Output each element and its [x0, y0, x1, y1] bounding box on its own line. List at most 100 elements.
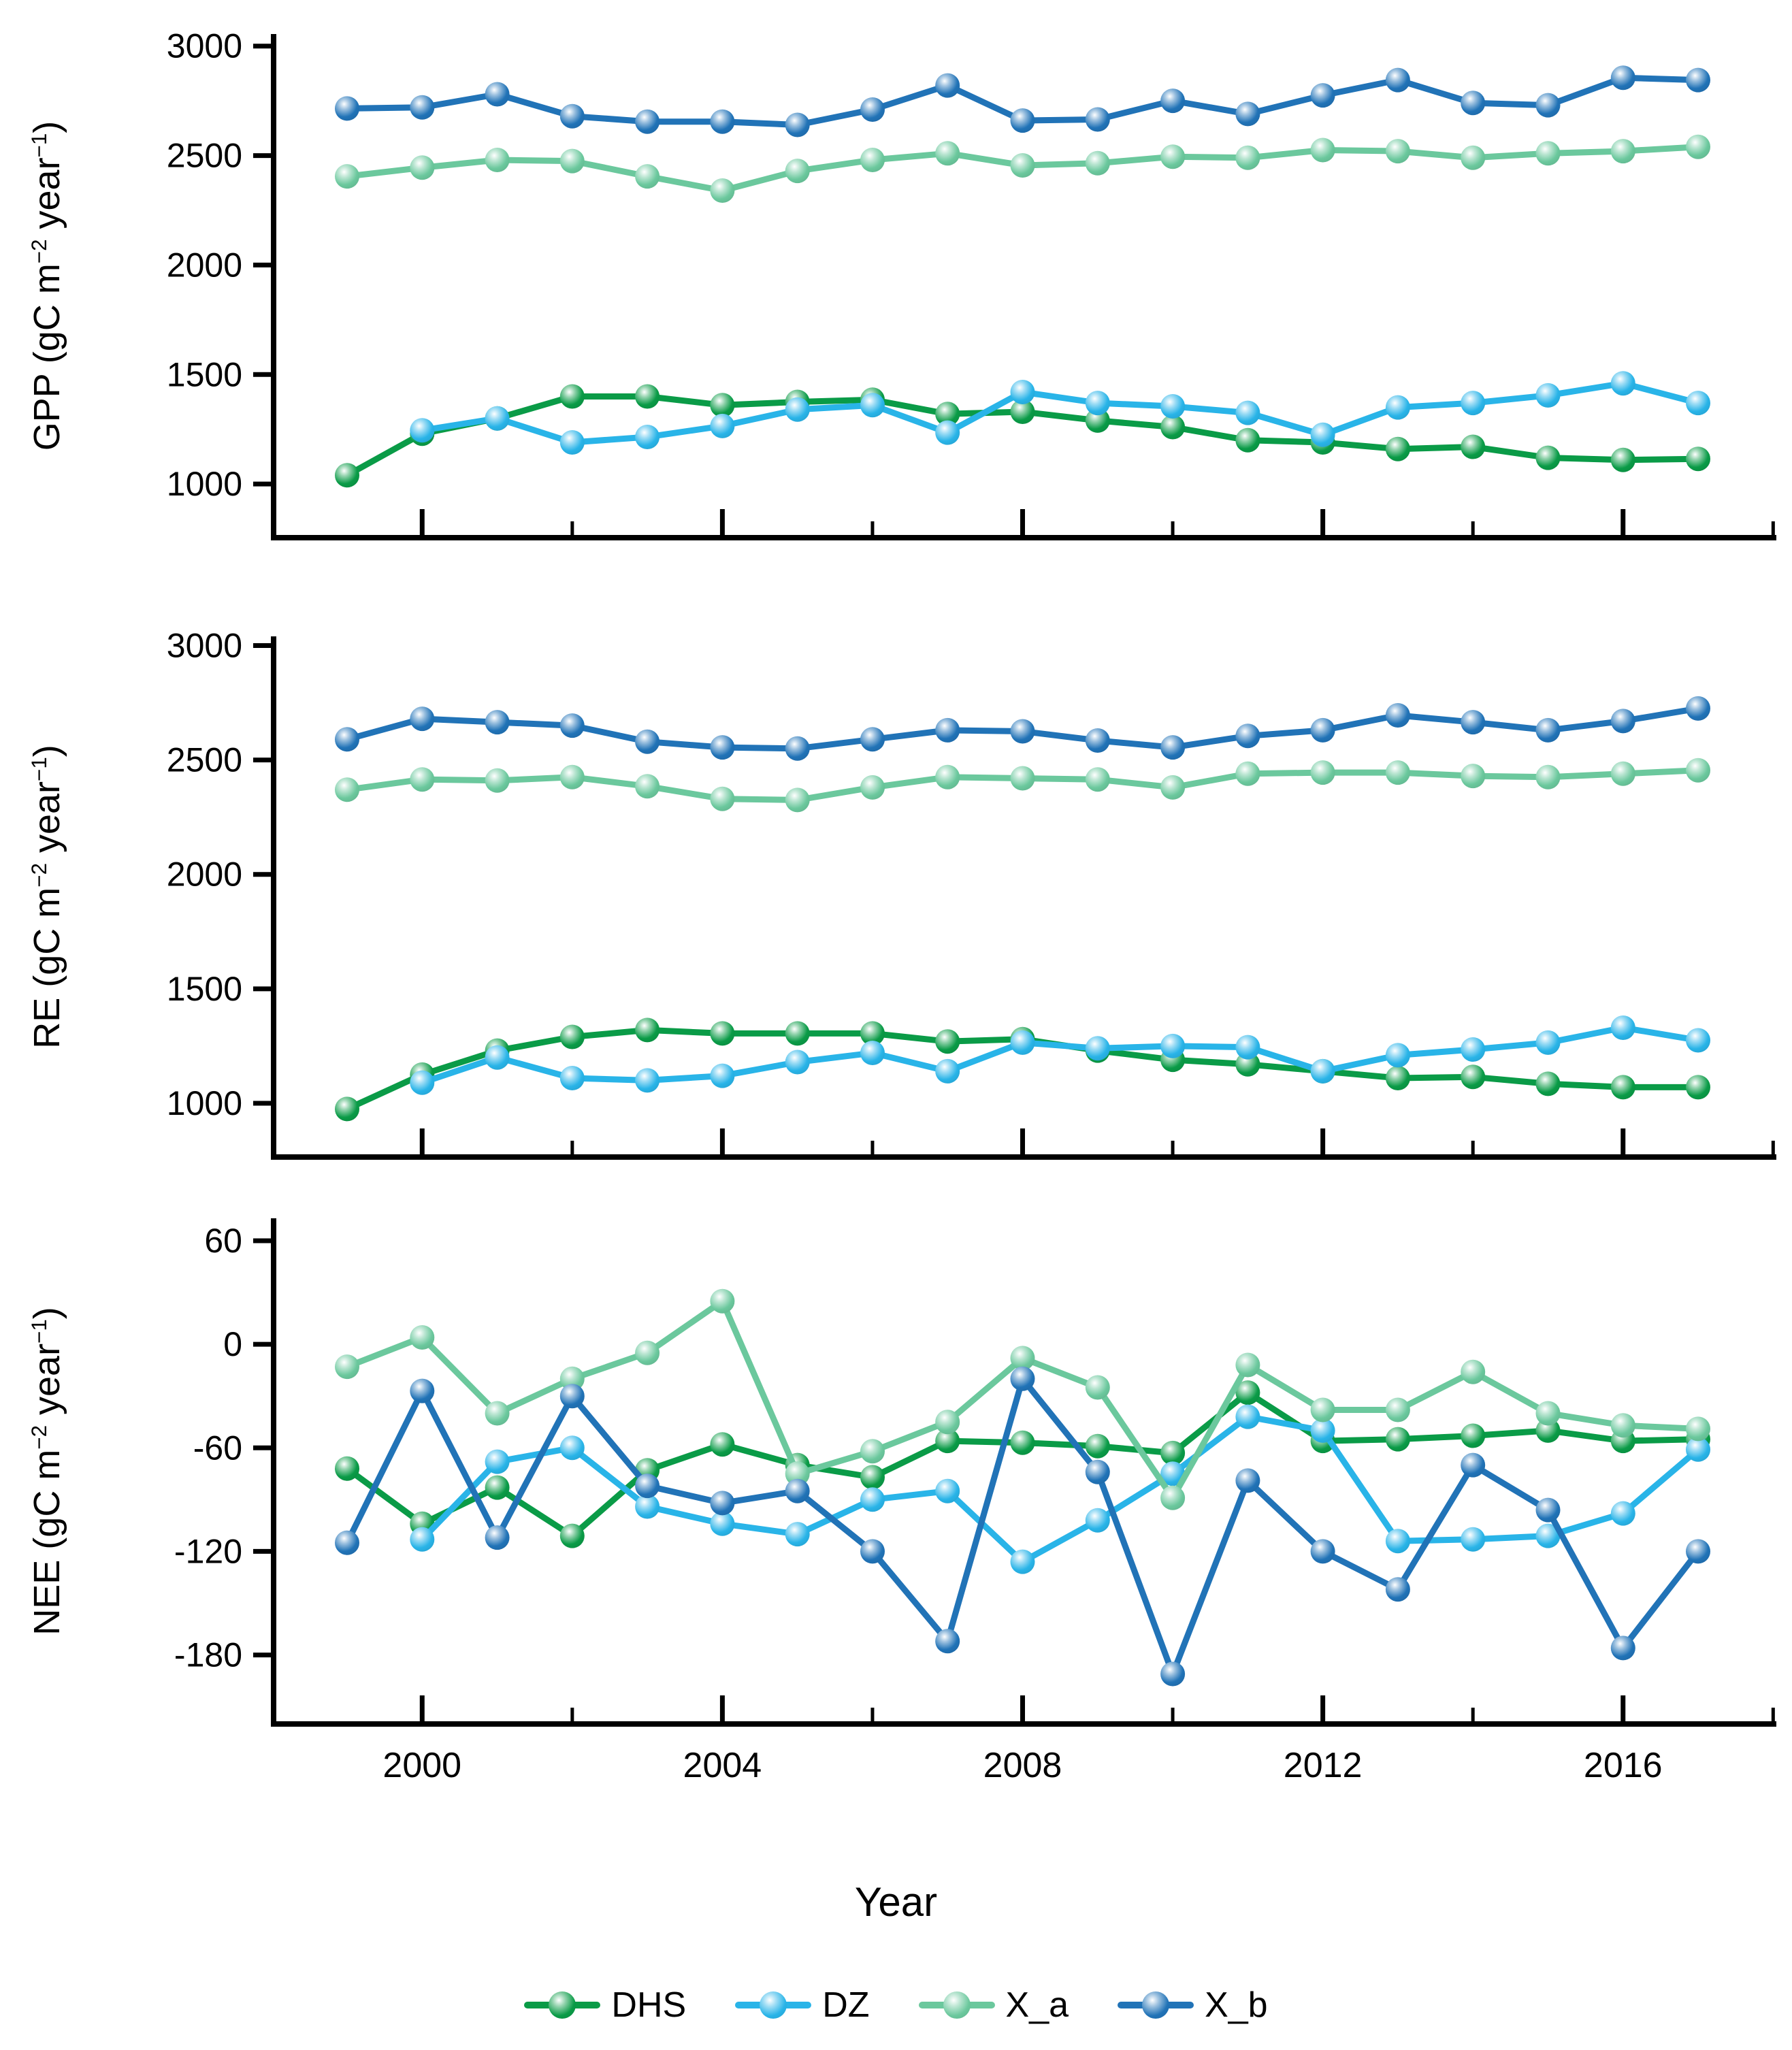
gpp-y-axis-title: GPP (gC m−2 year−1) — [27, 120, 67, 451]
DHS-point — [1085, 408, 1110, 433]
dz-line-marker-icon — [735, 1991, 812, 2019]
DHS-point — [1385, 1066, 1410, 1090]
DZ-point — [485, 406, 510, 431]
X_a-point — [1160, 775, 1186, 800]
X_a-point — [559, 764, 585, 790]
X_a-point — [860, 775, 885, 800]
X_a-point — [785, 787, 810, 813]
dz-ball-icon — [760, 1991, 787, 2019]
X_b-point — [1010, 719, 1035, 744]
DZ-point — [1235, 400, 1260, 425]
X_b-point — [1535, 93, 1561, 118]
X_a-point — [935, 1410, 960, 1435]
DHS-point — [1235, 1052, 1260, 1077]
X_a-point — [1085, 150, 1110, 176]
DZ-point — [1385, 1529, 1410, 1554]
X_b-point — [485, 82, 510, 107]
y-tick-label: 3000 — [167, 27, 242, 65]
X_b-point — [1610, 1636, 1635, 1661]
DZ-point — [785, 1050, 810, 1075]
X_b-point — [785, 736, 810, 761]
DHS-point — [1686, 446, 1710, 472]
X_a-point — [860, 1439, 885, 1464]
X_b-point — [785, 112, 810, 137]
X_b-point — [635, 109, 660, 134]
y-tick-label: 1000 — [167, 1084, 242, 1122]
X_a-point — [1310, 760, 1335, 785]
DHS-point — [559, 384, 585, 409]
X_b-point — [485, 1525, 510, 1550]
X_a-point — [860, 148, 885, 172]
X_b-point — [635, 729, 660, 754]
DZ-point — [559, 430, 585, 455]
X_b-point — [559, 103, 585, 129]
DZ-point — [1461, 1037, 1486, 1062]
X_b-point — [1310, 1539, 1335, 1564]
DZ-point — [1160, 1461, 1186, 1486]
X_b-point — [1610, 709, 1635, 734]
DHS-point — [635, 384, 660, 409]
DHS-point — [559, 1024, 585, 1050]
DZ-point — [1310, 1058, 1335, 1084]
X_a-point — [1160, 1485, 1186, 1510]
X_a-point — [635, 774, 660, 799]
DHS-point — [1535, 445, 1561, 470]
DHS-point — [335, 1096, 359, 1122]
DZ-point — [1385, 395, 1410, 420]
X_a-point — [1010, 766, 1035, 791]
X_b-point — [1686, 67, 1710, 93]
X_b-point — [1610, 65, 1635, 91]
X_a-point — [485, 768, 510, 793]
DZ-point — [935, 1058, 960, 1084]
nee-y-axis-measure: NEE — [27, 1559, 67, 1636]
y-tick-label: 60 — [204, 1222, 242, 1260]
X_b-point — [410, 706, 435, 732]
legend-item-dz: DZ — [735, 1985, 870, 2025]
legend-item-xb: X_b — [1118, 1985, 1268, 2025]
X_a-point — [1235, 761, 1260, 786]
X_b-point — [1160, 1661, 1186, 1687]
DZ-point — [410, 418, 435, 443]
DZ-point — [1310, 422, 1335, 447]
legend-label-xa: X_a — [1005, 1985, 1069, 2025]
X_b-point — [1461, 710, 1486, 735]
DHS-point — [1235, 427, 1260, 453]
X_b-point — [1535, 1497, 1561, 1523]
DZ-point — [1686, 1437, 1710, 1462]
X_b-point — [1085, 1459, 1110, 1484]
X_a-point — [935, 764, 960, 790]
X_b-point — [710, 1491, 735, 1516]
DZ-point — [710, 413, 735, 438]
DZ-point — [1461, 391, 1486, 416]
y-tick-label: 3000 — [167, 626, 242, 664]
X_a-point — [1686, 134, 1710, 159]
X_a-point — [1385, 760, 1410, 785]
X_b-point — [559, 713, 585, 738]
x-axis-title: Year — [854, 1879, 938, 1925]
DHS-line — [344, 1389, 1701, 1540]
X_a-point — [1461, 764, 1486, 789]
X_b-point — [1310, 83, 1335, 108]
legend-item-xa: X_a — [918, 1985, 1069, 2025]
X_b-point — [860, 727, 885, 752]
X_b-point — [1010, 1366, 1035, 1391]
DHS-point — [785, 1021, 810, 1046]
X_a-point — [1686, 758, 1710, 783]
X_b-point — [485, 710, 510, 735]
DZ-point — [710, 1511, 735, 1536]
DHS-point — [1535, 1418, 1561, 1443]
DHS-point — [1010, 400, 1035, 424]
X_a-point — [1385, 139, 1410, 164]
DZ-point — [410, 1070, 435, 1095]
y-tick-label: 2000 — [167, 246, 242, 284]
X_b-point — [410, 1378, 435, 1403]
X_b-point — [1535, 717, 1561, 743]
DHS-point — [710, 1432, 735, 1457]
X_b-point — [1160, 88, 1186, 114]
X_b-point — [710, 109, 735, 134]
x-tick-label: 2004 — [683, 1746, 762, 1785]
X_b-point — [1085, 107, 1110, 132]
DZ-point — [1010, 1549, 1035, 1574]
gpp-panel: 1000 1500 2000 2500 3000 — [167, 27, 1776, 540]
